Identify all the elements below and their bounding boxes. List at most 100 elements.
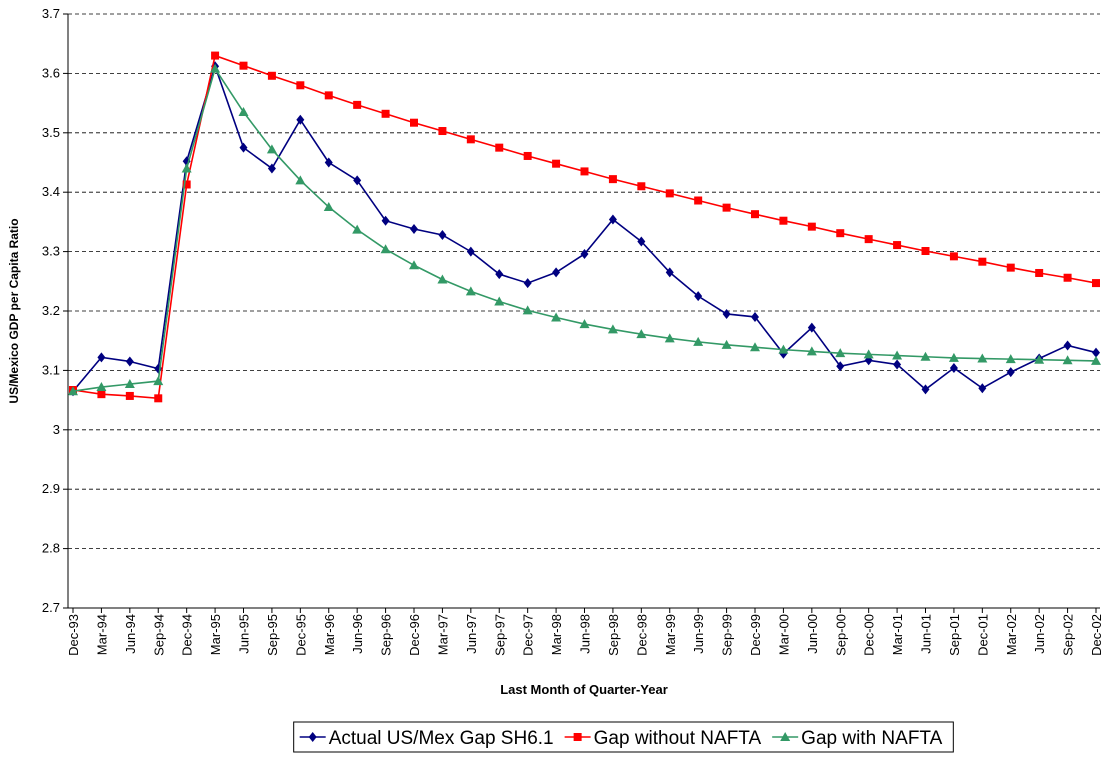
- x-tick-label: Jun-97: [464, 614, 479, 654]
- y-tick-label: 3: [53, 422, 60, 437]
- x-tick-label: Sep-01: [947, 614, 962, 656]
- marker: [1063, 273, 1072, 282]
- marker: [863, 349, 874, 359]
- x-tick-label: Dec-93: [66, 614, 81, 656]
- marker: [153, 376, 164, 386]
- marker: [1062, 355, 1073, 365]
- marker: [1034, 354, 1045, 364]
- marker: [181, 163, 192, 173]
- x-tick-label: Dec-00: [862, 614, 877, 656]
- x-tick-label: Mar-96: [322, 614, 337, 655]
- marker: [1092, 347, 1100, 358]
- x-tick-label: Dec-97: [521, 614, 536, 656]
- marker: [721, 339, 732, 349]
- x-tick-label: Sep-00: [833, 614, 848, 656]
- marker: [266, 144, 277, 154]
- x-tick-label: Dec-96: [407, 614, 422, 656]
- marker: [295, 175, 306, 185]
- y-tick-label: 2.9: [42, 481, 60, 496]
- marker: [97, 390, 106, 399]
- marker: [267, 163, 276, 174]
- marker: [1006, 263, 1015, 272]
- y-tick-label: 3.6: [42, 65, 60, 80]
- series-line: [72, 66, 1097, 392]
- marker: [154, 394, 163, 403]
- x-tick-label: Dec-99: [748, 614, 763, 656]
- marker: [807, 322, 816, 333]
- x-tick-label: Jun-01: [919, 614, 934, 654]
- marker: [323, 202, 334, 212]
- x-tick-label: Mar-01: [890, 614, 905, 655]
- marker: [693, 336, 704, 346]
- marker: [694, 291, 703, 302]
- x-tick-label: Mar-94: [94, 614, 109, 655]
- x-tick-label: Jun-99: [691, 614, 706, 654]
- marker: [780, 732, 791, 741]
- marker: [352, 224, 363, 234]
- x-tick-label: Dec-01: [975, 614, 990, 656]
- marker: [836, 229, 845, 238]
- marker: [296, 114, 305, 125]
- marker: [495, 143, 504, 152]
- marker: [381, 109, 390, 118]
- marker: [893, 359, 902, 370]
- marker: [97, 352, 106, 363]
- marker: [124, 379, 135, 389]
- marker: [1092, 279, 1100, 288]
- marker: [1063, 340, 1072, 351]
- marker: [296, 81, 305, 90]
- marker: [1005, 354, 1016, 364]
- legend: Actual US/Mex Gap SH6.1 Gap without NAFTA…: [293, 721, 954, 753]
- y-axis-label: US/Mexico GDP per Capita Ratio: [7, 218, 21, 403]
- marker: [552, 267, 561, 278]
- marker: [125, 356, 134, 367]
- marker: [637, 236, 646, 247]
- marker: [751, 210, 759, 219]
- x-tick-label: Sep-98: [606, 614, 621, 656]
- marker: [353, 175, 362, 186]
- y-tick-label: 3.7: [42, 6, 60, 21]
- marker: [694, 196, 703, 205]
- marker: [410, 224, 418, 235]
- marker: [607, 324, 618, 334]
- marker: [267, 71, 276, 80]
- marker: [308, 732, 317, 742]
- x-tick-label: Sep-02: [1061, 614, 1076, 656]
- x-tick-label: Dec-94: [180, 614, 195, 656]
- x-tick-label: Mar-98: [549, 614, 564, 655]
- marker: [125, 391, 134, 400]
- marker: [722, 308, 731, 319]
- marker: [324, 91, 333, 100]
- marker: [1035, 268, 1044, 277]
- marker: [722, 203, 731, 212]
- x-axis-label: Last Month of Quarter-Year: [500, 682, 668, 697]
- legend-box: [293, 721, 954, 753]
- series-line: [72, 54, 1097, 400]
- legend-label: Gap with NAFTA: [801, 728, 942, 749]
- marker: [466, 135, 475, 144]
- marker: [494, 296, 505, 306]
- marker: [948, 352, 959, 362]
- marker: [778, 344, 789, 354]
- y-tick-label: 3.1: [42, 362, 60, 377]
- marker: [921, 384, 930, 395]
- marker: [438, 127, 447, 136]
- marker: [665, 267, 674, 278]
- marker: [238, 107, 249, 117]
- marker: [949, 363, 958, 374]
- marker: [523, 278, 532, 289]
- marker: [552, 159, 561, 168]
- marker: [96, 382, 107, 392]
- marker: [573, 733, 582, 741]
- marker: [807, 222, 816, 231]
- x-tick-label: Sep-94: [151, 614, 166, 656]
- marker: [68, 386, 78, 396]
- marker: [977, 353, 988, 363]
- marker: [1006, 367, 1015, 378]
- marker: [380, 244, 391, 254]
- marker: [608, 214, 617, 225]
- marker: [637, 182, 646, 191]
- marker: [409, 260, 419, 270]
- marker: [779, 216, 788, 225]
- marker: [211, 51, 220, 60]
